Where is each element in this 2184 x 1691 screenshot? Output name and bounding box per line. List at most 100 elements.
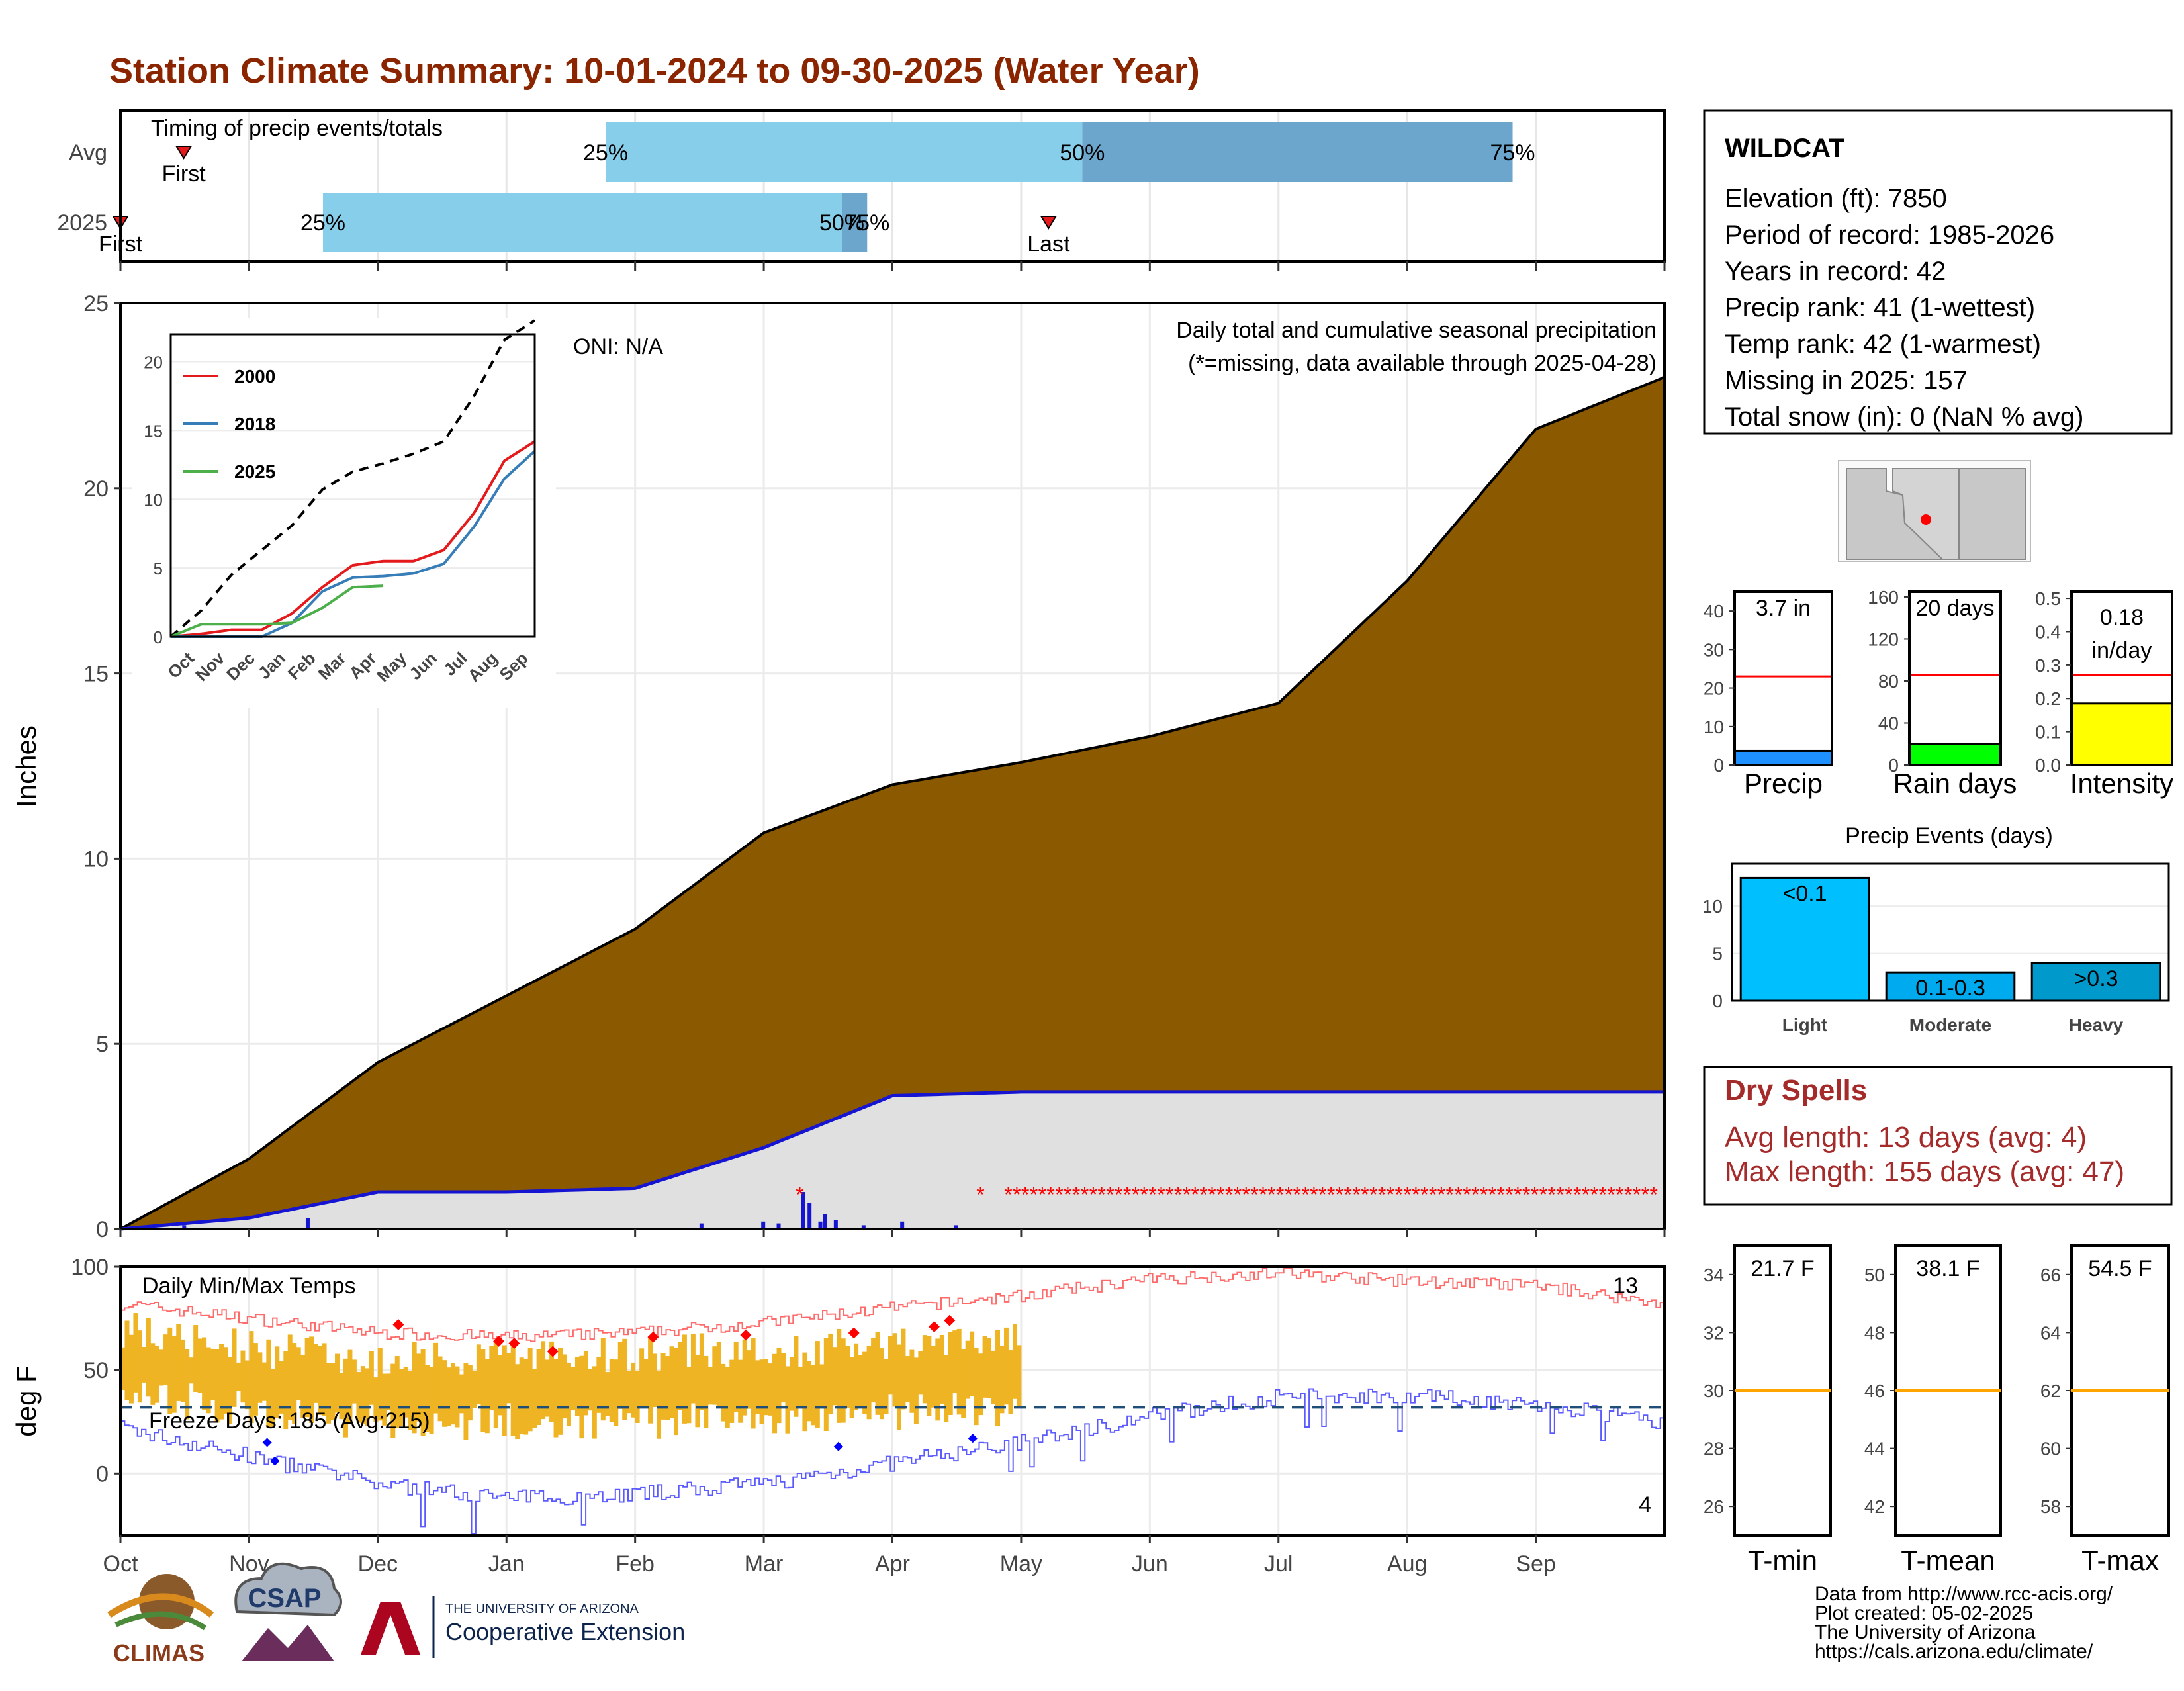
daily-temp-bar xyxy=(283,1351,289,1430)
inset-bg xyxy=(132,318,556,708)
daily-temp-bar xyxy=(266,1339,271,1428)
daily-temp-bar xyxy=(686,1367,692,1424)
daily-temp-bar xyxy=(176,1324,181,1401)
temp-bar-tick-label: 66 xyxy=(2040,1265,2061,1285)
mini-bar-tick-label: 40 xyxy=(1878,713,1899,733)
temp-bar-tick-label: 50 xyxy=(1864,1265,1885,1285)
daily-temp-bar xyxy=(802,1352,807,1432)
csap-logo-text: CSAP xyxy=(248,1584,321,1613)
missing-marker: * xyxy=(1352,1183,1360,1207)
ua-logo-small-text: THE UNIVERSITY OF ARIZONA xyxy=(445,1602,639,1616)
daily-temp-bar xyxy=(493,1342,498,1428)
missing-marker: * xyxy=(1582,1183,1590,1207)
daily-temp-bar xyxy=(527,1348,533,1432)
oni-label: ONI: N/A xyxy=(573,334,663,359)
inset-y-tick-label: 20 xyxy=(144,353,163,373)
daily-temp-bar xyxy=(1012,1324,1017,1399)
daily-temp-bar xyxy=(888,1336,893,1395)
daily-temp-bar xyxy=(759,1359,764,1424)
main-y-tick-label: 10 xyxy=(83,846,109,872)
missing-marker: * xyxy=(1539,1183,1547,1207)
missing-marker: * xyxy=(976,1183,984,1207)
daily-precip-bar xyxy=(818,1221,823,1229)
missing-marker: * xyxy=(1310,1183,1318,1207)
avg-cumulative-area xyxy=(120,377,1664,1229)
mini-bar-value-label: 3.7 in xyxy=(1756,596,1811,621)
missing-marker: * xyxy=(1454,1183,1462,1207)
daily-temp-bar xyxy=(901,1328,906,1410)
missing-marker: * xyxy=(1234,1183,1242,1207)
missing-marker: * xyxy=(1429,1183,1437,1207)
missing-marker: * xyxy=(1132,1183,1140,1207)
missing-marker: * xyxy=(1259,1183,1267,1207)
daily-temp-bar xyxy=(974,1348,979,1426)
station-info-line: Period of record: 1985-2026 xyxy=(1725,220,2054,250)
missing-marker: * xyxy=(1089,1183,1097,1207)
missing-marker: * xyxy=(1615,1183,1623,1207)
missing-marker: * xyxy=(1115,1183,1122,1207)
temp-y-tick-label: 50 xyxy=(83,1358,109,1383)
temp-bar-tick-label: 58 xyxy=(2040,1496,2061,1517)
daily-temp-bar xyxy=(159,1349,164,1386)
daily-temp-bar xyxy=(549,1341,555,1422)
mini-bar-tick-label: 20 xyxy=(1704,678,1724,699)
station-info-line: Total snow (in): 0 (NaN % avg) xyxy=(1725,402,2083,432)
month-label: Jun xyxy=(1132,1551,1168,1577)
events-title: Precip Events (days) xyxy=(1845,823,2053,848)
daily-temp-bar xyxy=(614,1359,619,1426)
missing-marker: * xyxy=(1649,1183,1657,1207)
y2025-bar-25-50 xyxy=(322,193,842,252)
daily-temp-bar xyxy=(837,1328,842,1423)
temp-bar-value-label: 38.1 F xyxy=(1916,1256,1979,1281)
daily-temp-bar xyxy=(532,1369,537,1428)
missing-marker: * xyxy=(1378,1183,1386,1207)
footer-line: Data from http://www.rcc-acis.org/ xyxy=(1815,1583,2113,1605)
daily-temp-bar xyxy=(210,1348,216,1400)
daily-precip-bar xyxy=(861,1225,866,1229)
month-label: Nov xyxy=(229,1551,269,1577)
daily-temp-bar xyxy=(665,1356,670,1420)
daily-temp-bar xyxy=(673,1348,678,1436)
mini-bar-category-label: Rain days xyxy=(1893,768,2017,799)
station-info-line: Temp rank: 42 (1-warmest) xyxy=(1725,330,2041,359)
daily-temp-bar xyxy=(292,1343,297,1424)
avg-bar-25-50 xyxy=(606,122,1083,182)
daily-temp-bar xyxy=(785,1366,790,1434)
mini-bar-category-label: Precip xyxy=(1744,768,1823,799)
daily-temp-bar xyxy=(476,1344,481,1405)
daily-temp-bar xyxy=(394,1356,400,1428)
daily-temp-bar xyxy=(382,1373,387,1426)
missing-marker: * xyxy=(1293,1183,1301,1207)
daily-temp-bar xyxy=(583,1351,588,1416)
daily-temp-bar xyxy=(489,1346,494,1410)
missing-marker: * xyxy=(1021,1183,1029,1207)
month-label: May xyxy=(1000,1551,1042,1577)
daily-temp-bar xyxy=(588,1369,593,1411)
daily-temp-bar xyxy=(335,1353,340,1413)
missing-marker: * xyxy=(1420,1183,1428,1207)
daily-temp-bar xyxy=(823,1338,829,1432)
daily-temp-bar xyxy=(322,1343,327,1416)
main-y-tick-label: 25 xyxy=(83,291,109,316)
missing-marker: * xyxy=(1641,1183,1649,1207)
daily-temp-bar xyxy=(425,1365,430,1432)
daily-precip-bar xyxy=(954,1225,958,1229)
missing-marker: * xyxy=(1522,1183,1530,1207)
temp-y-tick-label: 0 xyxy=(96,1461,109,1486)
daily-temp-bar xyxy=(318,1346,323,1415)
avg-bar-50-75 xyxy=(1082,122,1513,182)
station-info-line: Years in record: 42 xyxy=(1725,257,1946,286)
daily-temp-bar xyxy=(330,1363,336,1420)
daily-temp-bar xyxy=(849,1357,854,1418)
mini-bar-tick-label: 10 xyxy=(1704,717,1724,737)
locator-state-east xyxy=(1958,468,2026,560)
daily-temp-bar xyxy=(412,1342,417,1434)
mini-bar-value-unit: in/day xyxy=(2092,638,2152,663)
missing-marker: * xyxy=(1208,1183,1216,1207)
daily-temp-bar xyxy=(313,1344,318,1403)
temp-bar-category-label: T-min xyxy=(1748,1545,1817,1576)
daily-precip-bar xyxy=(776,1223,781,1229)
daily-temp-bar xyxy=(163,1334,168,1385)
daily-temp-bar xyxy=(553,1359,559,1438)
missing-marker: * xyxy=(1148,1183,1156,1207)
